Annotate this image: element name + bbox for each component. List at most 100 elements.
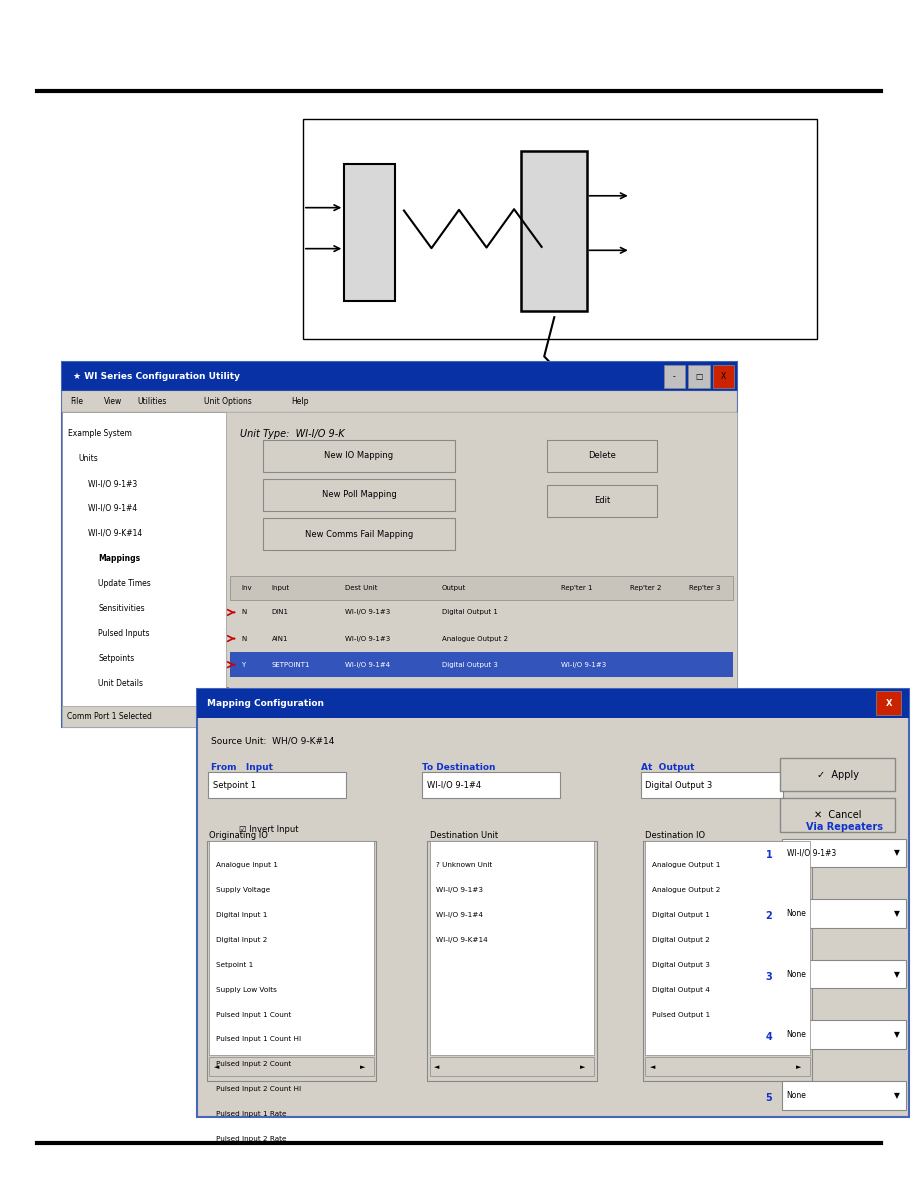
Text: ▼: ▼ xyxy=(894,848,900,858)
FancyBboxPatch shape xyxy=(230,652,733,677)
Text: Comm Port 1 Selected: Comm Port 1 Selected xyxy=(67,712,151,721)
Text: Supply Voltage: Supply Voltage xyxy=(216,886,270,893)
Text: Pulsed Input 1 Count HI: Pulsed Input 1 Count HI xyxy=(216,1036,301,1043)
Text: Inv: Inv xyxy=(241,584,252,592)
FancyBboxPatch shape xyxy=(645,1057,810,1076)
Text: WI-I/O 9-1#4: WI-I/O 9-1#4 xyxy=(345,662,390,668)
Text: X: X xyxy=(722,372,726,381)
FancyBboxPatch shape xyxy=(263,479,455,511)
Text: 4: 4 xyxy=(766,1032,772,1042)
Text: ▼: ▼ xyxy=(894,1091,900,1100)
FancyBboxPatch shape xyxy=(427,841,597,1081)
Text: Digital Output 4: Digital Output 4 xyxy=(652,986,710,993)
FancyBboxPatch shape xyxy=(197,689,909,1117)
Text: Units: Units xyxy=(78,454,98,463)
FancyBboxPatch shape xyxy=(645,841,810,1055)
FancyBboxPatch shape xyxy=(62,412,226,706)
Text: ✓  Apply: ✓ Apply xyxy=(817,770,858,779)
FancyBboxPatch shape xyxy=(62,362,737,727)
Text: Digital Output 3: Digital Output 3 xyxy=(652,961,710,968)
Text: Input: Input xyxy=(272,584,290,592)
Text: Rep'ter 2: Rep'ter 2 xyxy=(630,584,661,592)
Text: From   Input: From Input xyxy=(211,763,274,772)
FancyBboxPatch shape xyxy=(430,1057,594,1076)
Text: To Destination: To Destination xyxy=(422,763,496,772)
Text: File: File xyxy=(70,397,83,406)
Text: Help: Help xyxy=(291,397,308,406)
Text: WI-I/O 9-1#3: WI-I/O 9-1#3 xyxy=(345,636,390,642)
Text: New IO Mapping: New IO Mapping xyxy=(324,451,394,460)
Text: Dest Unit: Dest Unit xyxy=(345,584,377,592)
Text: ◄: ◄ xyxy=(650,1063,655,1070)
FancyBboxPatch shape xyxy=(664,365,685,388)
FancyBboxPatch shape xyxy=(208,772,346,798)
Text: Delete: Delete xyxy=(588,451,616,460)
Text: Example System: Example System xyxy=(68,429,132,438)
Text: Analogue Output 2: Analogue Output 2 xyxy=(652,886,720,893)
Text: 1: 1 xyxy=(766,851,772,860)
Text: ✕  Cancel: ✕ Cancel xyxy=(814,810,861,820)
Text: WI-I/O 9-1#4: WI-I/O 9-1#4 xyxy=(345,688,390,694)
FancyBboxPatch shape xyxy=(263,440,455,472)
FancyBboxPatch shape xyxy=(344,164,395,301)
Text: WI-I/O 9-1#3: WI-I/O 9-1#3 xyxy=(561,662,606,668)
Text: Update Times: Update Times xyxy=(98,579,151,588)
Text: None: None xyxy=(787,1091,807,1100)
Text: ►: ► xyxy=(360,1063,365,1070)
Text: ◄: ◄ xyxy=(434,1063,440,1070)
Text: WI-I/O 9-1#4: WI-I/O 9-1#4 xyxy=(436,911,483,918)
FancyBboxPatch shape xyxy=(230,576,733,600)
FancyBboxPatch shape xyxy=(303,119,817,339)
Text: Output: Output xyxy=(442,584,465,592)
FancyBboxPatch shape xyxy=(547,485,657,517)
Text: Originating IO: Originating IO xyxy=(209,830,268,840)
Text: ►: ► xyxy=(796,1063,801,1070)
Text: AIN1: AIN1 xyxy=(272,636,288,642)
FancyBboxPatch shape xyxy=(782,899,906,928)
FancyBboxPatch shape xyxy=(782,839,906,867)
Text: Digital Output 3: Digital Output 3 xyxy=(645,781,712,790)
FancyBboxPatch shape xyxy=(641,772,783,798)
FancyBboxPatch shape xyxy=(62,706,737,727)
FancyBboxPatch shape xyxy=(521,380,587,505)
Text: Digital Output 1: Digital Output 1 xyxy=(442,609,498,615)
FancyBboxPatch shape xyxy=(688,365,710,388)
Text: Digital Output 3: Digital Output 3 xyxy=(442,662,498,668)
Text: Mappings: Mappings xyxy=(98,554,140,563)
Text: View: View xyxy=(104,397,122,406)
Text: ? Unknown Unit: ? Unknown Unit xyxy=(436,861,492,868)
Text: Rep'ter 3: Rep'ter 3 xyxy=(689,584,721,592)
FancyBboxPatch shape xyxy=(643,841,812,1081)
Text: Digital Input 1: Digital Input 1 xyxy=(216,911,267,918)
FancyBboxPatch shape xyxy=(713,365,734,388)
Text: 2: 2 xyxy=(766,911,772,921)
Text: Mapping Configuration: Mapping Configuration xyxy=(207,699,323,708)
FancyBboxPatch shape xyxy=(782,1081,906,1110)
Text: At  Output: At Output xyxy=(641,763,694,772)
FancyBboxPatch shape xyxy=(263,518,455,550)
Text: Unit Type:  WI-I/O 9-K: Unit Type: WI-I/O 9-K xyxy=(240,429,344,438)
Text: Pulsed Input 2 Count HI: Pulsed Input 2 Count HI xyxy=(216,1086,301,1093)
Text: Pulsed Input 2 Count: Pulsed Input 2 Count xyxy=(216,1061,291,1068)
Text: Pulsed Input 1 Rate: Pulsed Input 1 Rate xyxy=(216,1111,286,1118)
FancyBboxPatch shape xyxy=(780,798,895,832)
FancyBboxPatch shape xyxy=(197,689,909,718)
Text: Analogue Output 1: Analogue Output 1 xyxy=(652,861,720,868)
Text: N: N xyxy=(241,636,247,642)
Text: SETPOINT1: SETPOINT1 xyxy=(272,662,310,668)
Text: Analogue Output 1: Analogue Output 1 xyxy=(442,688,508,694)
Text: Sensitivities: Sensitivities xyxy=(98,604,145,613)
Text: Pulsed Input 2 Rate: Pulsed Input 2 Rate xyxy=(216,1136,286,1143)
Text: Destination IO: Destination IO xyxy=(645,830,705,840)
Text: Unit Options: Unit Options xyxy=(204,397,252,406)
FancyBboxPatch shape xyxy=(209,1057,374,1076)
Text: ◄: ◄ xyxy=(214,1063,219,1070)
FancyBboxPatch shape xyxy=(209,841,374,1055)
Text: ☑ Invert Input: ☑ Invert Input xyxy=(239,824,298,834)
FancyBboxPatch shape xyxy=(62,391,737,412)
Text: X: X xyxy=(885,699,892,708)
Text: WI-I/O 9-1#4: WI-I/O 9-1#4 xyxy=(427,781,481,790)
Text: Digital Input 2: Digital Input 2 xyxy=(216,936,267,943)
FancyBboxPatch shape xyxy=(422,772,560,798)
Text: Destination Unit: Destination Unit xyxy=(430,830,498,840)
